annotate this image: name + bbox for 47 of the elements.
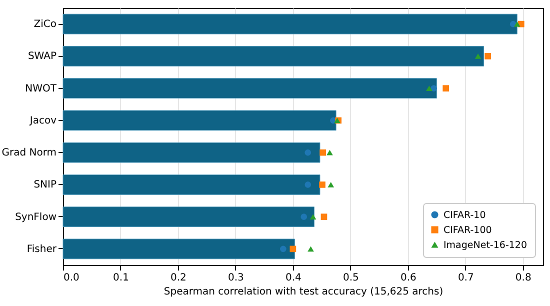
bar [62,78,437,99]
point [442,85,450,92]
point [304,149,312,156]
point [310,214,316,220]
point [426,86,432,92]
point [319,182,326,188]
x-tick-label: 0.7 [458,272,474,284]
point [320,214,328,220]
x-tick-label: 0.3 [228,272,244,284]
y-tick-label: ZiCo [34,19,56,30]
bar [62,46,484,66]
y-tick-label: Jacov [28,115,57,126]
point [280,246,286,252]
point [304,182,312,188]
point [300,214,308,220]
point [290,246,296,252]
y-tick-label: Grad Norm [2,148,56,159]
x-tick-label: 0.0 [64,272,80,284]
legend-label: ImageNet-16-120 [444,240,528,251]
x-tick-label: 0.8 [515,272,532,284]
legend-label: CIFAR-10 [444,210,486,221]
y-tick-label: SWAP [28,51,56,62]
legend-label: CIFAR-100 [444,224,492,236]
x-tick-label: 0.2 [170,272,186,284]
x-tick-label: 0.4 [285,272,302,284]
bar [62,142,320,163]
bar [62,174,320,195]
y-tick-label: Fisher [26,244,58,255]
bar [62,110,336,131]
bar [62,206,314,228]
point [484,53,491,60]
y-tick-label: SynFlow [15,212,56,223]
bar [62,14,518,34]
x-tick-label: 0.1 [113,272,129,284]
y-tick-label: SNIP [34,180,56,191]
point [308,246,314,252]
x-tick-label: 0.5 [342,272,359,284]
point [320,149,326,156]
x-axis-title: Spearman correlation with test accuracy (15,625 archs) [164,286,444,298]
point [430,85,437,92]
point [514,21,520,27]
point [326,150,333,156]
point [328,182,334,188]
bar [62,238,295,260]
x-tick-label: 0.6 [400,272,416,284]
point [474,53,482,59]
y-tick-label: NWOT [25,83,58,94]
